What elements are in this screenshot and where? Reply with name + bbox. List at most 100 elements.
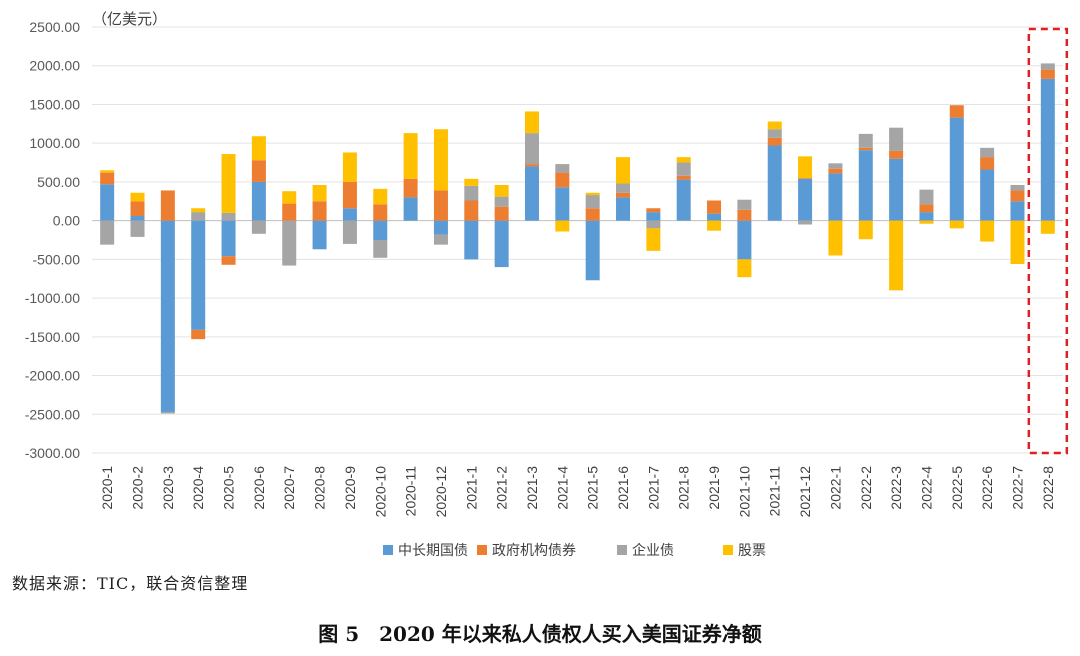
- x-tick-label: 2021-12: [797, 466, 813, 518]
- bar-corporate-2020-3: [160, 411, 175, 414]
- bar-agency-2022-7: [1010, 190, 1025, 202]
- bar-equity-2022-5: [949, 220, 964, 229]
- unit-label: （亿美元）: [92, 10, 167, 28]
- legend-label-corporate: 企业债: [632, 542, 674, 559]
- x-tick-label: 2021-1: [463, 466, 479, 510]
- bar-treasury-2020-9: [342, 208, 357, 221]
- bar-treasury-2022-8: [1040, 78, 1055, 221]
- bar-agency-2021-6: [616, 192, 631, 198]
- bar-corporate-2022-1: [828, 163, 843, 169]
- bar-treasury-2022-6: [980, 169, 995, 221]
- bar-equity-2022-6: [980, 220, 995, 242]
- x-tick-label: 2020-6: [251, 466, 267, 510]
- bar-equity-2021-9: [707, 220, 722, 231]
- legend: 中长期国债 政府机构债券 企业债 股票: [383, 542, 766, 559]
- bar-treasury-2021-8: [676, 179, 691, 221]
- bar-corporate-2020-12: [433, 234, 448, 245]
- legend-swatch-agency: [477, 545, 487, 555]
- bar-treasury-2020-10: [373, 220, 388, 240]
- bar-treasury-2021-1: [464, 220, 479, 260]
- bar-corporate-2020-1: [100, 220, 115, 245]
- bar-agency-2021-12: [798, 178, 813, 179]
- y-tick-label: 2500.00: [29, 19, 80, 35]
- bar-equity-2021-12: [798, 156, 813, 179]
- x-tick-label: 2021-7: [645, 466, 661, 510]
- x-tick-label: 2020-4: [190, 466, 206, 510]
- bar-corporate-2021-12: [798, 220, 813, 225]
- bar-treasury-2020-3: [160, 220, 175, 412]
- x-tick-label: 2021-5: [585, 466, 601, 510]
- bar-corporate-2022-2: [858, 133, 873, 148]
- x-tick-label: 2020-11: [403, 466, 419, 517]
- bar-agency-2022-1: [828, 168, 843, 174]
- bar-equity-2020-11: [403, 133, 418, 179]
- x-tick-label: 2021-9: [706, 466, 722, 510]
- bar-corporate-2020-7: [282, 220, 297, 266]
- y-tick-label: -2500.00: [25, 406, 80, 422]
- bar-agency-2020-7: [282, 203, 297, 221]
- x-tick-label: 2020-7: [281, 466, 297, 510]
- x-tick-label: 2022-3: [888, 466, 904, 510]
- bar-corporate-2021-6: [616, 183, 631, 193]
- bar-treasury-2020-11: [403, 197, 418, 221]
- x-tick-label: 2020-10: [372, 466, 388, 518]
- bar-equity-2022-4: [919, 220, 934, 224]
- bar-corporate-2021-10: [737, 199, 752, 210]
- bar-treasury-2022-5: [949, 117, 964, 221]
- bar-equity-2020-10: [373, 188, 388, 205]
- source-note: 数据来源：TIC，联合资信整理: [12, 574, 249, 593]
- bar-treasury-2021-11: [767, 145, 782, 221]
- y-tick-label: 1500.00: [29, 96, 80, 112]
- bar-agency-2021-7: [646, 208, 661, 213]
- bar-treasury-2021-2: [494, 220, 509, 268]
- bar-treasury-2020-6: [251, 181, 266, 221]
- bar-corporate-2021-8: [676, 162, 691, 176]
- bar-corporate-2021-4: [555, 164, 570, 173]
- bar-corporate-2022-4: [919, 189, 934, 205]
- bar-corporate-2021-5: [585, 195, 600, 209]
- bar-agency-2020-5: [221, 256, 236, 265]
- bar-equity-2021-8: [676, 157, 691, 163]
- bar-treasury-2022-4: [919, 212, 934, 221]
- bar-corporate-2022-6: [980, 147, 995, 158]
- y-tick-label: 2000.00: [29, 58, 80, 74]
- bar-agency-2020-3: [160, 190, 175, 221]
- bar-treasury-2021-4: [555, 187, 570, 221]
- bar-corporate-2020-10: [373, 240, 388, 258]
- gridlines: [92, 26, 1063, 454]
- bar-equity-2022-1: [828, 220, 843, 256]
- legend-label-equity: 股票: [738, 543, 766, 559]
- y-tick-label: 0.00: [53, 213, 80, 229]
- bar-corporate-2021-2: [494, 196, 509, 207]
- bar-treasury-2020-8: [312, 220, 327, 250]
- bar-equity-2020-1: [100, 170, 115, 173]
- bar-treasury-2022-7: [1010, 201, 1025, 221]
- bar-agency-2020-12: [433, 190, 448, 221]
- bar-agency-2020-9: [342, 181, 357, 209]
- y-tick-label: -3000.00: [25, 445, 80, 461]
- bar-agency-2022-6: [980, 157, 995, 170]
- bar-corporate-2020-2: [130, 220, 145, 237]
- bar-agency-2021-10: [737, 209, 752, 221]
- bar-equity-2021-2: [494, 185, 509, 197]
- bar-agency-2020-1: [100, 172, 115, 185]
- x-tick-label: 2020-2: [130, 466, 146, 510]
- bar-equity-2021-3: [524, 111, 539, 134]
- x-tick-label: 2020-3: [160, 466, 176, 510]
- y-tick-label: -500.00: [33, 251, 81, 267]
- legend-swatch-treasury: [383, 545, 393, 555]
- bar-equity-2020-2: [130, 192, 145, 202]
- bar-treasury-2021-6: [616, 197, 631, 221]
- bar-corporate-2021-7: [646, 220, 661, 229]
- bar-equity-2020-12: [433, 129, 448, 191]
- legend-swatch-equity: [723, 545, 733, 555]
- bar-treasury-2020-12: [433, 220, 448, 235]
- y-tick-label: -1000.00: [25, 290, 80, 306]
- x-tick-label: 2022-4: [918, 466, 934, 510]
- bar-treasury-2020-4: [191, 220, 206, 330]
- x-tick-label: 2022-8: [1040, 466, 1056, 510]
- bar-treasury-2020-5: [221, 220, 236, 257]
- x-tick-label: 2020-9: [342, 466, 358, 510]
- bar-agency-2022-3: [889, 150, 904, 159]
- bar-agency-2021-3: [524, 164, 539, 167]
